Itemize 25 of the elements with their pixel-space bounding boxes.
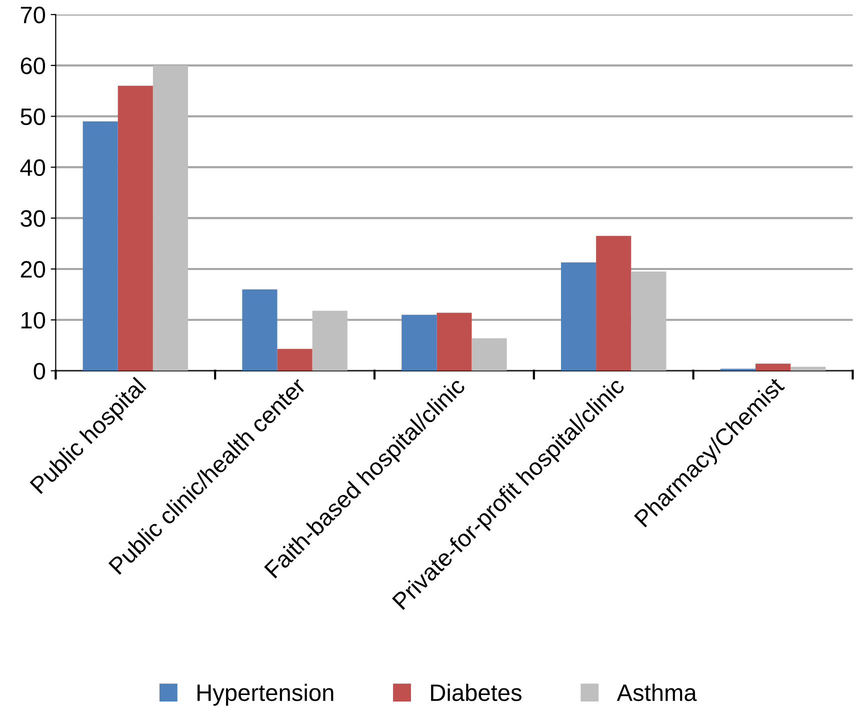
bar (596, 236, 632, 371)
bar (277, 348, 312, 371)
bar (242, 289, 278, 371)
legend-label: Diabetes (431, 684, 522, 702)
bar (402, 314, 437, 371)
y-tick-label: 20 (20, 261, 46, 278)
y-tick-label: 10 (22, 312, 46, 329)
bar (436, 312, 472, 371)
bar (82, 121, 118, 371)
bar (790, 366, 826, 371)
legend-label: Hypertension (198, 684, 334, 706)
bar (118, 86, 153, 371)
bar (472, 338, 507, 371)
y-tick-label: 40 (20, 159, 46, 176)
y-tick-label: 30 (20, 210, 46, 227)
bar (631, 272, 666, 371)
y-tick-label: 0 (34, 362, 46, 380)
bar (561, 262, 596, 371)
bar (312, 310, 348, 371)
y-tick-label: 60 (20, 58, 46, 74)
legend-label: Asthma (616, 684, 697, 702)
y-tick-label: 70 (20, 6, 46, 24)
y-tick-label: 50 (20, 108, 46, 126)
bar (152, 65, 188, 371)
bar (755, 364, 791, 371)
